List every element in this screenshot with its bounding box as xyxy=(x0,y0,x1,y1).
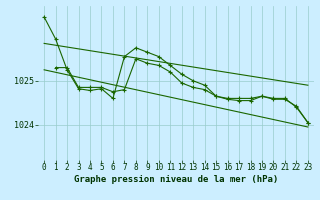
X-axis label: Graphe pression niveau de la mer (hPa): Graphe pression niveau de la mer (hPa) xyxy=(74,175,278,184)
